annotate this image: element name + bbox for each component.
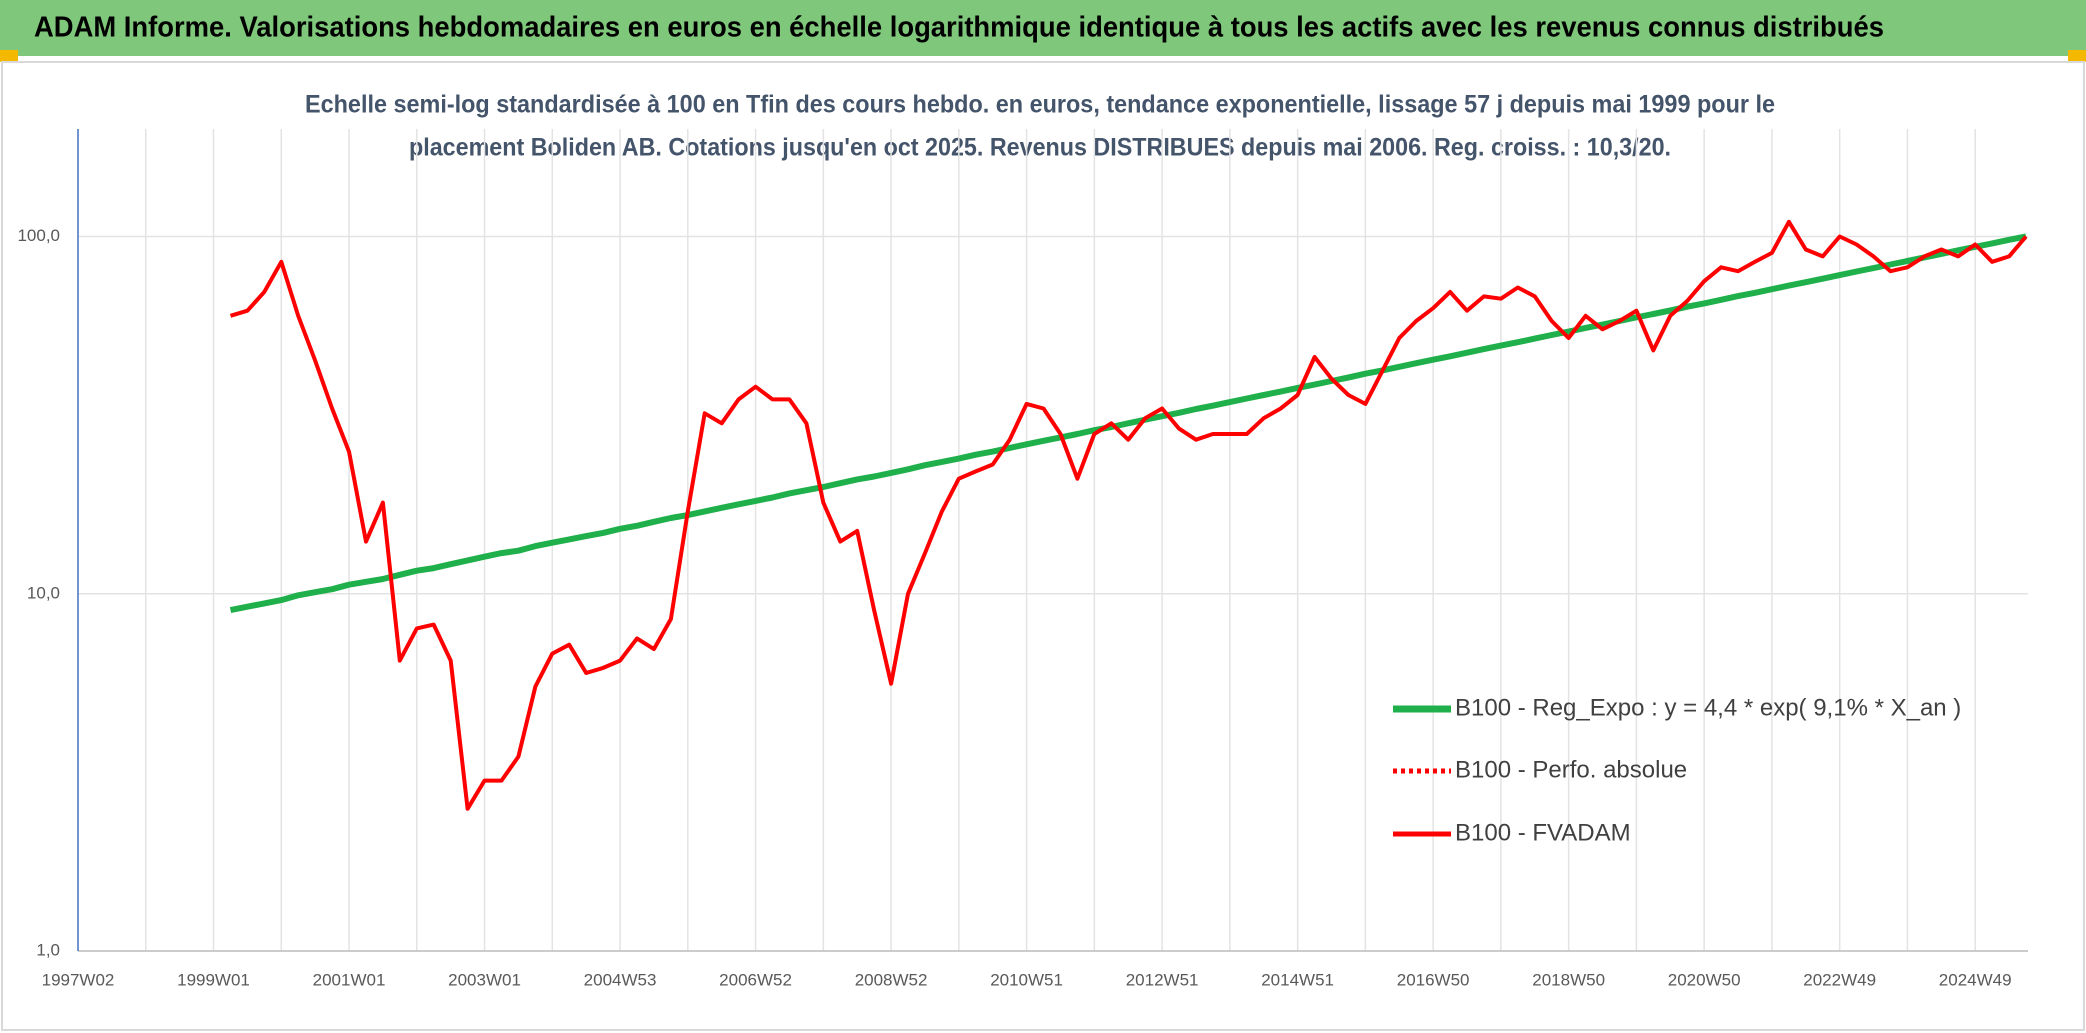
x-tick-label: 2010W51 (990, 970, 1063, 989)
x-tick-label: 2003W01 (448, 970, 521, 989)
legend-label: B100 - Perfo. absolue (1455, 756, 1687, 783)
legend-label: B100 - FVADAM (1455, 819, 1631, 846)
x-tick-label: 1999W01 (177, 970, 250, 989)
x-tick-label: 2020W50 (1668, 970, 1741, 989)
x-tick-label: 2001W01 (313, 970, 386, 989)
series-line (229, 219, 2028, 811)
x-tick-label: 2022W49 (1803, 970, 1876, 989)
x-tick-label: 2016W50 (1397, 970, 1470, 989)
chart-subtitle: Echelle semi-log standardisée à 100 en T… (305, 91, 1775, 119)
series-line (229, 233, 2027, 614)
y-tick-label: 1,0 (36, 940, 60, 959)
x-tick-label: 2024W49 (1939, 970, 2012, 989)
x-tick-label: 2006W52 (719, 970, 792, 989)
y-tick-label: 100,0 (17, 226, 60, 245)
y-tick-label: 10,0 (27, 583, 60, 602)
x-tick-label: 2014W51 (1261, 970, 1334, 989)
header-bar (0, 0, 2086, 56)
x-tick-label: 2008W52 (855, 970, 928, 989)
corner-mark (2068, 50, 2086, 62)
corner-mark (0, 50, 18, 62)
x-tick-label: 2004W53 (584, 970, 657, 989)
x-tick-label: 1997W02 (42, 970, 115, 989)
chart-frame (1, 61, 2085, 1031)
page-title: ADAM Informe. Valorisations hebdomadaire… (34, 12, 1884, 44)
x-tick-label: 2012W51 (1126, 970, 1199, 989)
chart-subtitle: placement Boliden AB. Cotations jusqu'en… (409, 134, 1671, 162)
x-tick-label: 2018W50 (1532, 970, 1605, 989)
legend-label: B100 - Reg_Expo : y = 4,4 * exp( 9,1% * … (1455, 694, 1961, 721)
